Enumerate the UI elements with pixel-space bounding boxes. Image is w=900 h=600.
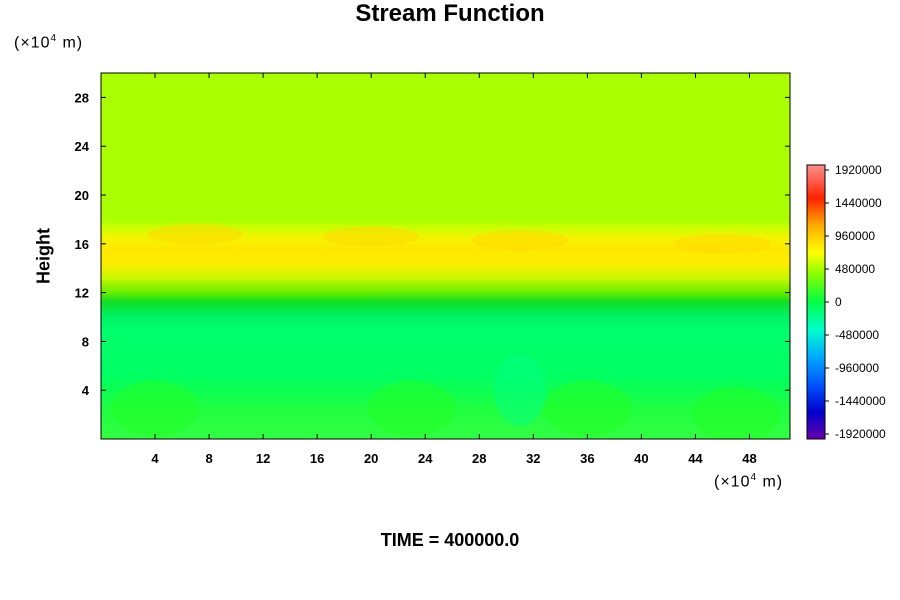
lower-dome — [367, 380, 456, 437]
colorbar-tick-label: 480000 — [835, 262, 875, 276]
y-axis-ticks: 4 8 12 16 20 24 28 — [75, 90, 790, 398]
unit-tail: m) — [757, 473, 784, 491]
low-pocket — [493, 354, 546, 427]
x-tick-label: 48 — [742, 451, 756, 466]
unit-base: (×10 — [14, 34, 51, 52]
y-tick-label: 16 — [75, 237, 89, 252]
x-tick-label: 16 — [310, 451, 324, 466]
y-tick-label: 24 — [75, 139, 90, 154]
x-tick-label: 32 — [526, 451, 540, 466]
time-label: TIME = 400000.0 — [380, 530, 520, 550]
x-tick-label: 20 — [364, 451, 378, 466]
x-tick-label: 8 — [205, 451, 212, 466]
x-axis-ticks: 4 8 12 16 20 24 28 32 36 40 44 48 — [151, 73, 757, 466]
colorbar — [806, 164, 826, 440]
field-background — [101, 73, 790, 439]
x-tick-label: 28 — [472, 451, 486, 466]
y-tick-label: 4 — [82, 383, 90, 398]
upper-band-lobe — [674, 233, 771, 254]
upper-band-lobe — [323, 226, 420, 247]
unit-exponent: 4 — [50, 33, 58, 44]
y-tick-label: 20 — [75, 188, 89, 203]
x-tick-label: 12 — [256, 451, 270, 466]
colorbar-tick-label: 960000 — [835, 229, 875, 243]
x-tick-label: 4 — [151, 451, 159, 466]
unit-exponent: 4 — [750, 472, 758, 483]
colorbar-ticks: 1920000 1440000 960000 480000 0 -480000 -96000… — [825, 163, 886, 441]
y-tick-label: 28 — [75, 90, 89, 105]
y-tick-label: 8 — [82, 334, 89, 349]
colorbar-tick-label: -1920000 — [835, 427, 886, 441]
x-tick-label: 44 — [688, 451, 703, 466]
field-features — [111, 224, 780, 439]
upper-band-lobe — [147, 224, 244, 245]
unit-tail: m) — [57, 34, 84, 52]
plot-frame — [100, 72, 791, 440]
y-tick-label: 12 — [75, 286, 89, 301]
x-axis-unit: (×104 m) — [714, 472, 783, 491]
colorbar-tick-label: 0 — [835, 295, 842, 309]
upper-band-lobe — [471, 230, 568, 251]
lower-dome — [543, 380, 632, 437]
colorbar-tick-label: 1440000 — [835, 196, 882, 210]
colorbar-tick-label: -1440000 — [835, 394, 886, 408]
x-tick-label: 40 — [634, 451, 648, 466]
colorbar-tick-label: 1920000 — [835, 163, 882, 177]
chart-title: Stream Function — [355, 0, 545, 27]
colorbar-tick-label: -480000 — [835, 328, 879, 342]
y-axis-unit: (×104 m) — [14, 33, 83, 52]
unit-base: (×10 — [714, 473, 751, 491]
lower-dome — [111, 380, 200, 437]
x-tick-label: 36 — [580, 451, 594, 466]
colorbar-tick-label: -960000 — [835, 361, 879, 375]
x-tick-label: 24 — [418, 451, 433, 466]
lower-dome — [691, 386, 780, 439]
